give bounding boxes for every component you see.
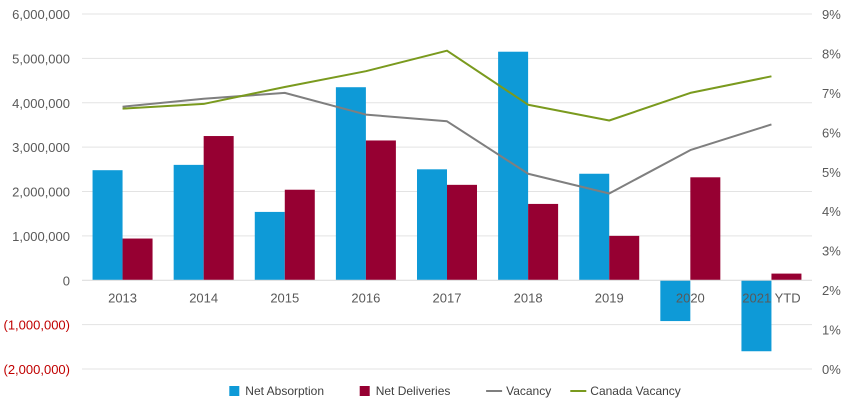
x-axis-tick-label: 2014 <box>189 290 218 305</box>
bar-net-absorption <box>660 280 691 322</box>
right-axis-tick-label: 8% <box>822 46 841 61</box>
legend-label: Net Absorption <box>245 384 324 398</box>
line-canada-vacancy <box>122 49 772 122</box>
legend: Net Absorption Net Deliveries Vacancy Canad… <box>229 384 681 398</box>
right-axis-tick-label: 4% <box>822 204 841 219</box>
bar-series <box>92 51 802 352</box>
x-axis-tick-label: 2017 <box>433 290 462 305</box>
bar-net-absorption <box>92 170 123 281</box>
bar-net-absorption <box>741 280 772 352</box>
bar-net-deliveries <box>528 203 559 281</box>
bar-net-deliveries <box>284 189 315 281</box>
right-axis-tick-label: 0% <box>822 362 841 377</box>
bar-net-absorption <box>498 51 529 281</box>
bar-net-absorption <box>254 211 285 281</box>
x-axis-tick-label: 2021 YTD <box>742 290 800 305</box>
right-axis-tick-label: 2% <box>822 283 841 298</box>
bar-net-deliveries <box>771 273 802 281</box>
right-axis-tick-label: 7% <box>822 86 841 101</box>
right-axis-tick-label: 6% <box>822 125 841 140</box>
right-axis-tick-labels: 0% 1% 2% 3% 4% 5% 6% 7% 8% 9% <box>822 7 841 377</box>
bar-net-absorption <box>173 164 204 281</box>
bar-net-deliveries <box>122 238 153 281</box>
x-axis-tick-label: 2020 <box>676 290 705 305</box>
right-axis-tick-label: 1% <box>822 323 841 338</box>
left-axis-tick-label: 2,000,000 <box>12 185 70 200</box>
left-axis-tick-label: (1,000,000) <box>4 318 71 333</box>
bar-net-absorption <box>335 87 366 281</box>
left-axis-tick-label: (2,000,000) <box>4 362 71 377</box>
bar-net-absorption <box>417 169 447 281</box>
left-axis-tick-label: 1,000,000 <box>12 229 70 244</box>
legend-label: Canada Vacancy <box>590 384 681 398</box>
right-axis-tick-label: 3% <box>822 244 841 259</box>
left-axis-tick-labels: (2,000,000) (1,000,000) 0 1,000,000 2,000,00… <box>4 7 71 377</box>
legend-label: Vacancy <box>506 384 551 398</box>
line-series <box>122 49 772 195</box>
x-axis-tick-label: 2015 <box>270 290 299 305</box>
line-vacancy <box>122 91 772 195</box>
x-axis-tick-label: 2016 <box>351 290 380 305</box>
bar-net-deliveries <box>447 184 477 281</box>
x-axis-tick-label: 2013 <box>108 290 137 305</box>
bar-net-deliveries <box>609 235 640 281</box>
bar-net-deliveries <box>203 136 234 281</box>
left-axis-tick-label: 6,000,000 <box>12 7 70 22</box>
x-axis-tick-label: 2019 <box>595 290 624 305</box>
right-axis-tick-label: 5% <box>822 165 841 180</box>
right-axis-tick-label: 9% <box>822 7 841 22</box>
left-axis-tick-label: 4,000,000 <box>12 96 70 111</box>
bar-net-deliveries <box>690 177 721 281</box>
legend-swatch <box>359 386 370 396</box>
x-axis-tick-labels: 2013 2014 2015 2016 2017 2018 2019 2020 2021 YTD <box>108 290 800 305</box>
left-axis-tick-label: 5,000,000 <box>12 51 70 66</box>
bar-net-deliveries <box>365 140 396 281</box>
left-axis-tick-label: 3,000,000 <box>12 140 70 155</box>
legend-label: Net Deliveries <box>376 384 451 398</box>
x-axis-tick-label: 2018 <box>514 290 543 305</box>
left-axis-tick-label: 0 <box>63 273 70 288</box>
legend-swatch <box>229 386 240 396</box>
